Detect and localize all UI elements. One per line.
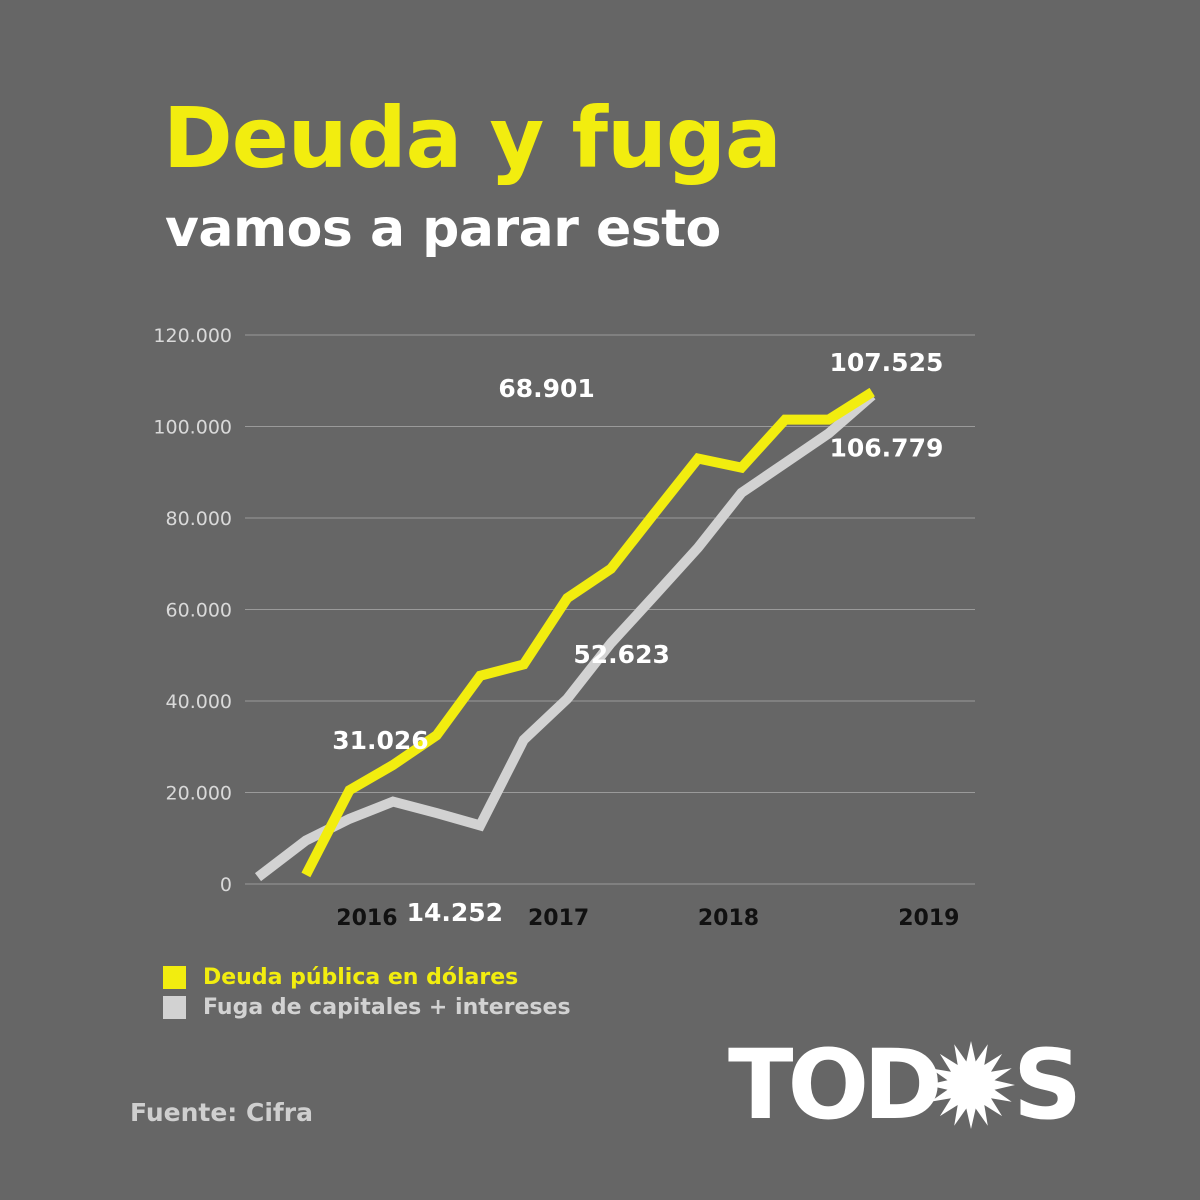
series-lines: [254, 387, 876, 882]
data-label: 68.901: [498, 374, 594, 403]
legend-label-flight: Fuga de capitales + intereses: [203, 994, 571, 1020]
page-subtitle: vamos a parar esto: [165, 199, 721, 259]
grid-lines: [245, 334, 975, 885]
data-label: 52.623: [573, 640, 669, 669]
y-tick-label: 0: [220, 874, 232, 896]
x-tick-label: 2018: [698, 906, 759, 931]
y-axis-ticks: 120.000 100.000 80.000 60.000 40.000 20.000 0: [153, 325, 232, 896]
data-label: 106.779: [830, 433, 944, 462]
legend-swatch-debt: [163, 965, 186, 989]
y-tick-label: 80.000: [166, 508, 232, 530]
legend: Deuda pública en dólares Fuga de capital…: [163, 962, 571, 1022]
sun-icon: [927, 1041, 1015, 1129]
line-chart: 120.000100.00080.00060.00040.00020.0000 …: [153, 325, 975, 931]
page-title: Deuda y fuga: [163, 89, 782, 187]
y-tick-label: 60.000: [166, 600, 232, 622]
x-axis-ticks: 2016 2017 2018 2019: [336, 906, 959, 931]
data-label: 107.525: [830, 348, 944, 377]
x-tick-label: 2016: [336, 906, 397, 931]
series-line-debt: [301, 387, 875, 878]
legend-item-flight: Fuga de capitales + intereses: [163, 992, 571, 1022]
data-labels: 31.026 14.252 68.901 52.623 107.525 106.779: [332, 348, 943, 927]
legend-swatch-flight: [163, 995, 186, 1019]
series-line-flight: [254, 391, 876, 882]
x-tick-label: 2019: [898, 906, 959, 931]
y-tick-label: 40.000: [166, 691, 232, 713]
y-tick-label: 20.000: [166, 783, 232, 805]
legend-item-debt: Deuda pública en dólares: [163, 962, 571, 992]
source-note: Fuente: Cifra: [130, 1098, 313, 1127]
todos-logo: TOD S: [728, 1030, 1082, 1140]
data-label: 14.252: [407, 898, 503, 927]
sun-core: [951, 1065, 991, 1105]
y-tick-label: 120.000: [153, 325, 232, 347]
data-label: 31.026: [332, 726, 428, 755]
logo-text-right: S: [1013, 1030, 1082, 1140]
y-tick-label: 100.000: [153, 417, 232, 439]
logo-text-left: TOD: [728, 1030, 938, 1140]
legend-label-debt: Deuda pública en dólares: [203, 964, 519, 990]
x-tick-label: 2017: [528, 906, 589, 931]
